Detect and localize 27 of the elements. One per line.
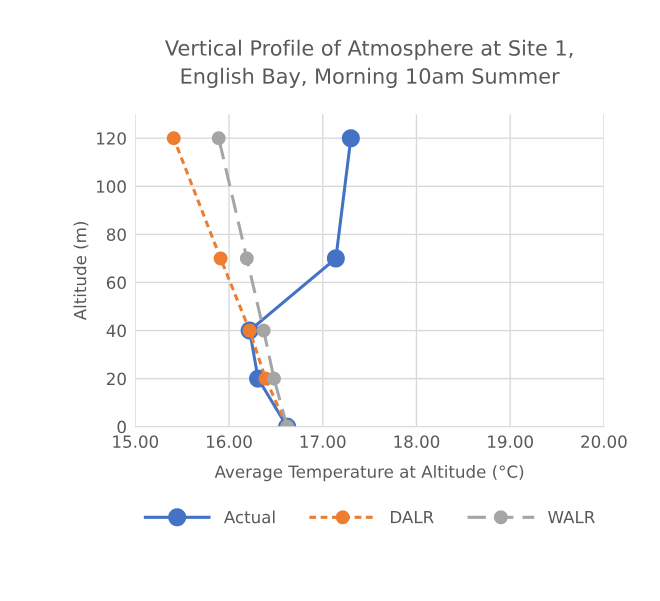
y-tick-label: 80 xyxy=(106,228,126,241)
legend-label: WALR xyxy=(548,510,595,524)
x-axis-title: Average Temperature at Altitude (°C) xyxy=(214,465,524,482)
point xyxy=(342,129,360,148)
y-tick-label: 20 xyxy=(106,372,126,386)
legend-label: Actual xyxy=(224,510,274,524)
point xyxy=(256,324,271,338)
x-tick-label: 15.00 xyxy=(113,435,158,448)
point xyxy=(326,249,345,268)
point xyxy=(166,131,181,146)
x-tick-label: 19.00 xyxy=(488,435,533,448)
legend-label: DALR xyxy=(391,510,434,524)
point xyxy=(240,251,254,266)
x-tick-label: 20.00 xyxy=(581,435,627,448)
chart-title: Vertical Profile of Atmosphere at Site 1, English Bay, Morning 10am Summer xyxy=(165,40,572,88)
y-tick-label: 60 xyxy=(106,276,126,290)
x-tick-label: 17.00 xyxy=(300,435,346,448)
x-tick-label: 16.00 xyxy=(206,435,252,448)
x-tick-label: 18.00 xyxy=(394,435,440,448)
point xyxy=(212,131,226,146)
point xyxy=(267,372,281,386)
y-tick-label: 0 xyxy=(117,420,126,434)
y-tick-label: 100 xyxy=(96,180,126,193)
y-tick-label: 40 xyxy=(106,324,126,338)
y-axis-title: Altitude (m) xyxy=(73,222,88,320)
y-tick-label: 120 xyxy=(96,132,126,145)
point xyxy=(214,251,228,266)
